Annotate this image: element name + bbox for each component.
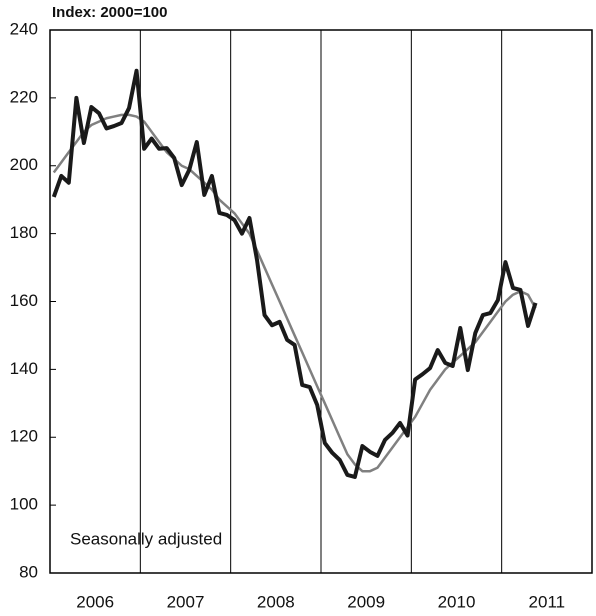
x-tick-label: 2007 <box>167 592 205 611</box>
x-tick-label: 2009 <box>347 592 385 611</box>
y-tick-label: 160 <box>10 291 38 310</box>
y-tick-label: 140 <box>10 359 38 378</box>
plot-frame <box>49 29 593 574</box>
series-line <box>51 68 538 479</box>
series-line <box>52 113 537 473</box>
y-tick-label: 180 <box>10 223 38 242</box>
chart-title: Index: 2000=100 <box>52 4 168 21</box>
y-tick-label: 240 <box>10 19 38 38</box>
x-tick-label: 2006 <box>76 592 114 611</box>
x-tick-label: 2010 <box>438 592 476 611</box>
y-tick-label: 120 <box>10 427 38 446</box>
x-tick-label: 2008 <box>257 592 295 611</box>
y-tick-label: 80 <box>19 562 38 581</box>
y-tick-label: 100 <box>10 495 38 514</box>
y-tick-label: 220 <box>10 87 38 106</box>
y-tick-label: 200 <box>10 155 38 174</box>
x-tick-label: 2011 <box>529 592 566 611</box>
annotation: Seasonally adjusted <box>70 529 222 548</box>
